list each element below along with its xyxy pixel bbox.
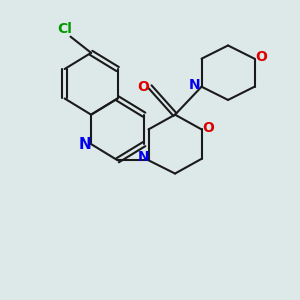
Text: Cl: Cl: [57, 22, 72, 36]
Text: O: O: [138, 80, 149, 94]
Text: N: N: [78, 136, 91, 152]
Text: O: O: [255, 50, 267, 64]
Text: N: N: [137, 150, 149, 164]
Text: O: O: [202, 121, 214, 135]
Text: N: N: [189, 78, 201, 92]
